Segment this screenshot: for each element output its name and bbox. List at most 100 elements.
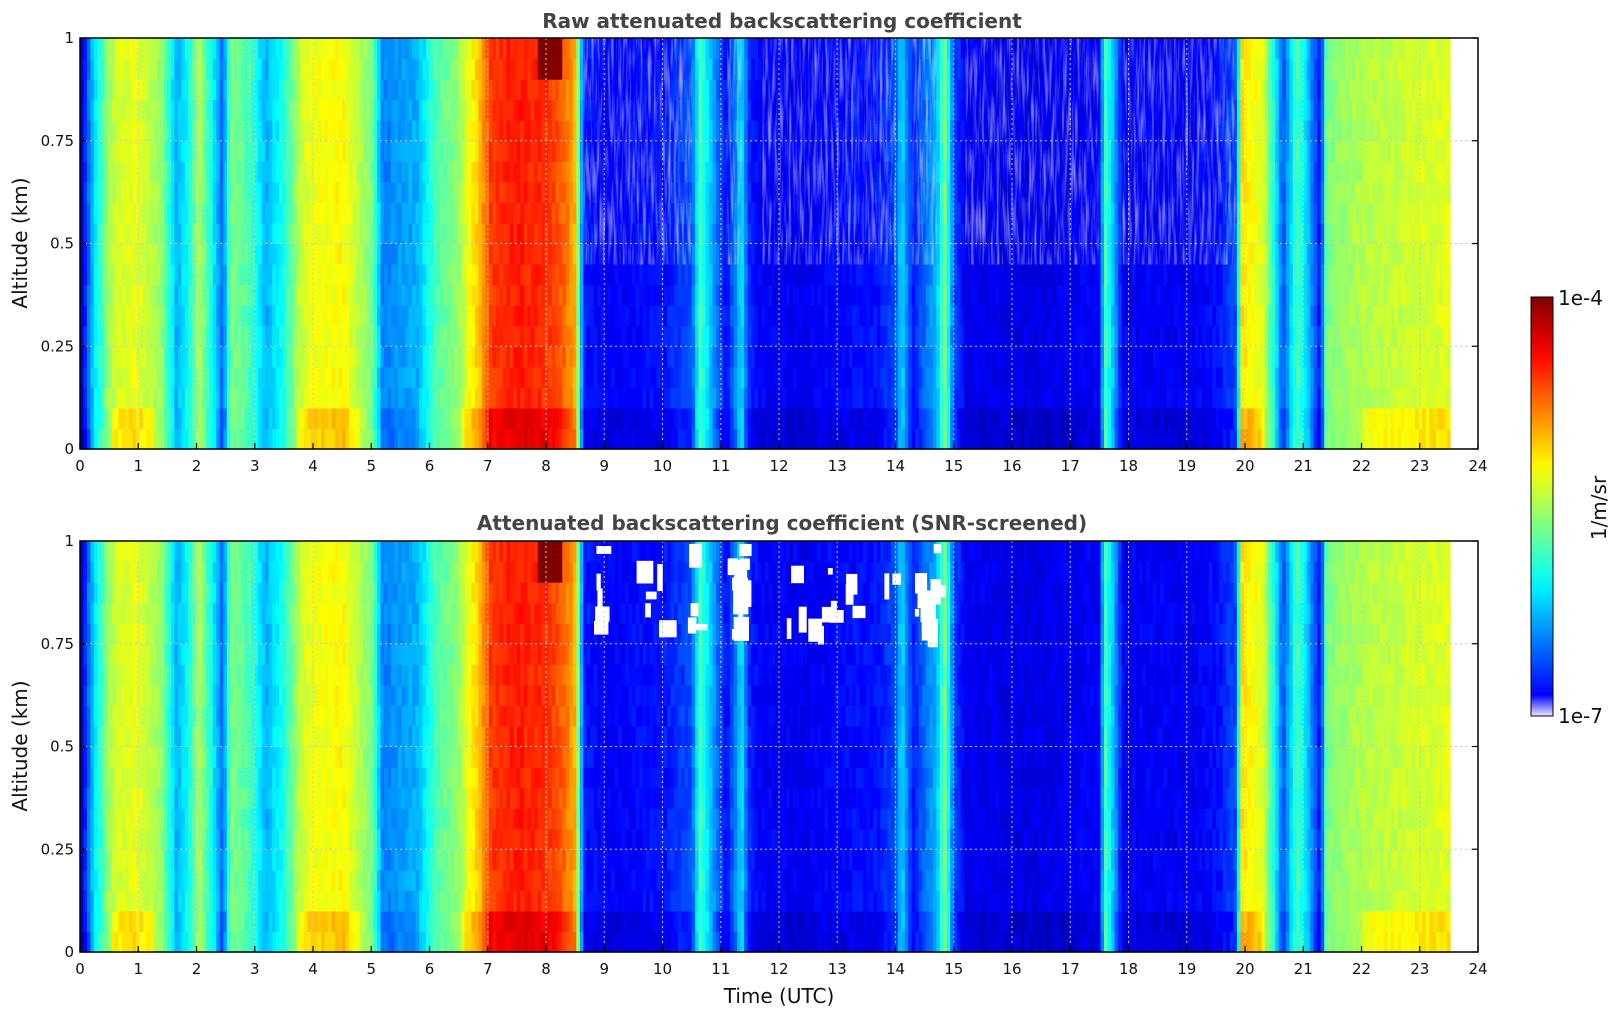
heatmap-cell [258, 305, 263, 327]
heatmap-cell [132, 38, 137, 60]
heatmap-cell [744, 366, 749, 388]
heatmap-cell [901, 161, 906, 183]
heatmap-cell [635, 325, 640, 347]
heatmap-cell [446, 407, 452, 430]
heatmap-cell [838, 387, 843, 409]
heatmap-cell [121, 222, 127, 245]
heatmap-cell [642, 366, 647, 388]
heatmap-cell [146, 284, 151, 306]
heatmap-cell [387, 325, 392, 347]
heatmap-cell [471, 161, 476, 183]
heatmap-cell [338, 181, 343, 203]
heatmap-cell [831, 407, 836, 430]
heatmap-cell [363, 181, 368, 203]
heatmap-cell [911, 366, 916, 388]
heatmap-cell [723, 161, 728, 183]
heatmap-cell [237, 79, 242, 101]
heatmap-cell [590, 387, 595, 409]
heatmap-cell [177, 407, 182, 430]
heatmap-cell [408, 79, 413, 101]
heatmap-cell [649, 346, 654, 368]
heatmap-cell [142, 99, 147, 121]
heatmap-cell [751, 407, 756, 430]
heatmap-cell [380, 181, 385, 203]
heatmap-cell [377, 325, 382, 347]
heatmap-cell [943, 325, 948, 347]
heatmap-cell [324, 387, 329, 409]
heatmap-cell [929, 284, 934, 306]
heatmap-cell [439, 99, 445, 121]
heatmap-cell [314, 38, 319, 60]
heatmap-cell [541, 346, 546, 368]
heatmap-cell [226, 161, 231, 183]
heatmap-cell [716, 325, 721, 347]
heatmap-cell [492, 120, 497, 142]
heatmap-cell [331, 120, 336, 142]
heatmap-cell [153, 325, 158, 347]
heatmap-cell [282, 366, 287, 388]
heatmap-cell [265, 284, 270, 306]
heatmap-cell [502, 264, 507, 286]
heatmap-cell [331, 58, 336, 80]
heatmap-cell [562, 38, 567, 60]
heatmap-cell [551, 428, 556, 450]
heatmap-cell [415, 346, 420, 368]
heatmap-cell [90, 140, 95, 162]
heatmap-cell [618, 305, 623, 327]
heatmap-cell [936, 181, 941, 203]
heatmap-cell [820, 284, 826, 306]
heatmap-cell [761, 346, 766, 368]
heatmap-cell [289, 79, 294, 101]
heatmap-cell [226, 58, 231, 80]
heatmap-cell [506, 305, 511, 327]
heatmap-cell [806, 305, 812, 327]
heatmap-cell [478, 305, 483, 327]
heatmap-cell [569, 99, 574, 121]
heatmap-cell [544, 284, 549, 306]
heatmap-cell [244, 38, 249, 60]
heatmap-cell [709, 140, 714, 162]
heatmap-cell [261, 387, 266, 409]
heatmap-cell [247, 346, 252, 368]
heatmap-cell [820, 428, 826, 450]
heatmap-cell [219, 264, 224, 286]
heatmap-cell [352, 120, 357, 142]
heatmap-cell [359, 161, 364, 183]
heatmap-cell [156, 366, 161, 388]
heatmap-cell [286, 161, 291, 183]
heatmap-cell [93, 79, 99, 101]
heatmap-cell [485, 202, 490, 224]
heatmap-cell [670, 284, 675, 306]
heatmap-cell [516, 181, 521, 203]
heatmap-cell [174, 284, 179, 306]
heatmap-cell [370, 120, 375, 142]
heatmap-cell [911, 325, 916, 347]
heatmap-cell [363, 202, 368, 224]
heatmap-cell [324, 428, 329, 450]
heatmap-cell [387, 366, 392, 388]
heatmap-cell [307, 222, 312, 245]
heatmap-cell [751, 202, 756, 224]
heatmap-cell [604, 346, 609, 368]
heatmap-cell [464, 222, 469, 245]
heatmap-cell [415, 325, 420, 347]
heatmap-cell [576, 38, 581, 60]
heatmap-cell [324, 366, 329, 388]
heatmap-cell [474, 120, 480, 142]
heatmap-cell [792, 325, 798, 347]
heatmap-cell [97, 325, 102, 347]
heatmap-cell [251, 140, 256, 162]
heatmap-cell [363, 222, 368, 245]
heatmap-cell [338, 407, 343, 430]
heatmap-cell [813, 284, 819, 306]
heatmap-cell [247, 387, 252, 409]
heatmap-cell [894, 202, 899, 224]
heatmap-cell [548, 243, 553, 265]
heatmap-cell [293, 99, 298, 121]
heatmap-cell [488, 428, 493, 450]
heatmap-cell [695, 243, 700, 265]
heatmap-cell [516, 346, 521, 368]
heatmap-cell [111, 346, 116, 368]
heatmap-cell [859, 264, 864, 286]
heatmap-cell [460, 387, 466, 409]
